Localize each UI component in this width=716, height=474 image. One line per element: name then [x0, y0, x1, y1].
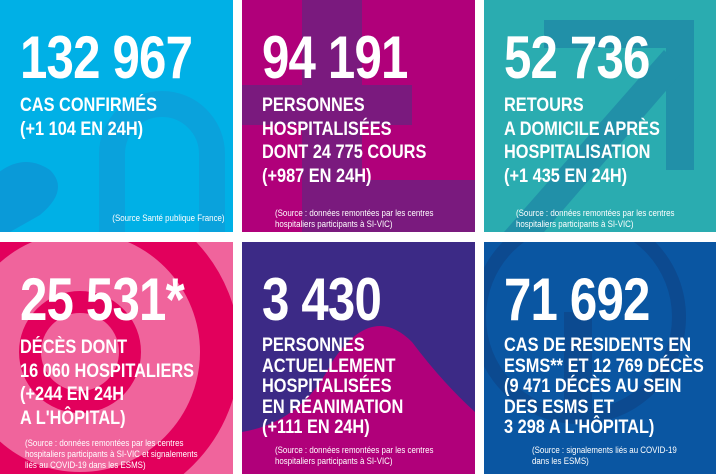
tile-esms: 71 692 CAS DE RESIDENTS EN ESMS** ET 12 7…: [484, 242, 716, 474]
stat-number: 52 736: [504, 24, 650, 91]
arrow-decoration: [504, 20, 694, 232]
tile-deaths: 25 531* DÉCÈS DONT 16 060 HOSPITALIERS (+2…: [0, 242, 233, 474]
source-note: (Source : signalements liés au COVID-19 d…: [532, 445, 677, 466]
tile-icu: 3 430 PERSONNES ACTUELLEMENT HOSPITALISÉES…: [242, 242, 475, 474]
tile-hospitalised: 94 191 PERSONNES HOSPITALISÉES DONT 24 775…: [242, 0, 475, 232]
stat-number: 132 967: [20, 24, 193, 91]
ring-decoration: [0, 242, 233, 474]
digit-0-decoration: [99, 91, 225, 232]
stat-number: 94 191: [262, 24, 408, 91]
source-note: (Source : données remontées par les cent…: [25, 438, 198, 470]
digits-decoration: [0, 91, 225, 232]
stat-label: PERSONNES ACTUELLEMENT HOSPITALISÉES EN RÉA…: [262, 335, 404, 438]
cross-decoration: [242, 0, 475, 232]
info-circle-decoration: [484, 242, 686, 424]
source-note: (Source Santé publique France): [112, 213, 225, 223]
wave-decoration: [242, 326, 475, 474]
stat-label: RETOURS A DOMICILE APRÈS HOSPITALISATION (+…: [504, 95, 660, 187]
digit-2-decoration: [0, 162, 58, 232]
stat-label: PERSONNES HOSPITALISÉES DONT 24 775 COURS(…: [262, 95, 427, 187]
source-note: (Source : données remontées par les cent…: [275, 445, 434, 466]
stat-label: DÉCÈS DONT 16 060 HOSPITALIERS (+244 EN 24…: [20, 337, 195, 429]
stat-label: CAS DE RESIDENTS EN ESMS** ET 12 769 DÉCÈ…: [504, 335, 704, 438]
stat-number: 3 430: [262, 266, 382, 333]
stat-number: 25 531*: [20, 266, 185, 333]
stat-number: 71 692: [504, 266, 650, 333]
tile-returned-home: 52 736 RETOURS A DOMICILE APRÈS HOSPITALIS…: [484, 0, 716, 232]
source-note: (Source : données remontées par les cent…: [516, 208, 675, 229]
tile-confirmed-cases: 132 967 CAS CONFIRMÉS (+1 104 EN 24H) (So…: [0, 0, 233, 232]
info-i-decoration: [564, 312, 592, 422]
source-note: (Source : données remontées par les cent…: [275, 208, 434, 229]
stat-label: CAS CONFIRMÉS (+1 104 EN 24H): [20, 95, 158, 140]
